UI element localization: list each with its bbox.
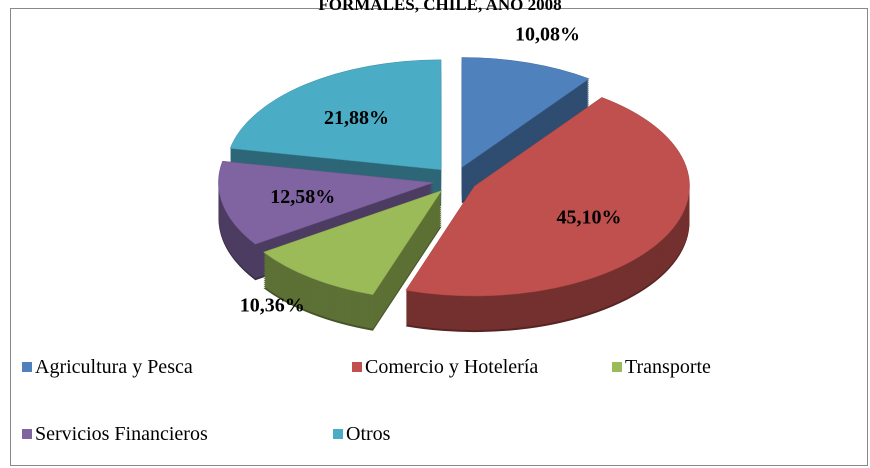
legend-swatch xyxy=(612,362,622,372)
data-label: 10,08% xyxy=(515,24,580,46)
legend-label: Comercio y Hotelería xyxy=(365,356,538,378)
data-label: 45,10% xyxy=(556,207,621,229)
slice xyxy=(405,97,690,297)
legend-label: Otros xyxy=(346,423,391,445)
data-label: 21,88% xyxy=(324,107,389,129)
data-label: 10,36% xyxy=(240,294,305,316)
legend-swatch xyxy=(352,362,362,372)
data-label: 12,58% xyxy=(270,186,335,208)
legend-swatch xyxy=(22,362,32,372)
legend-label: Servicios Financieros xyxy=(35,423,208,445)
legend-swatch xyxy=(22,429,32,439)
legend-label: Transporte xyxy=(625,356,711,378)
legend-swatch xyxy=(333,429,343,439)
slice xyxy=(461,57,590,168)
chart-title: FORMALES, CHILE, AÑO 2008 xyxy=(318,0,561,14)
slice xyxy=(218,160,434,245)
slice xyxy=(263,190,443,296)
legend-label: Agricultura y Pesca xyxy=(35,356,193,378)
slice xyxy=(229,59,442,171)
